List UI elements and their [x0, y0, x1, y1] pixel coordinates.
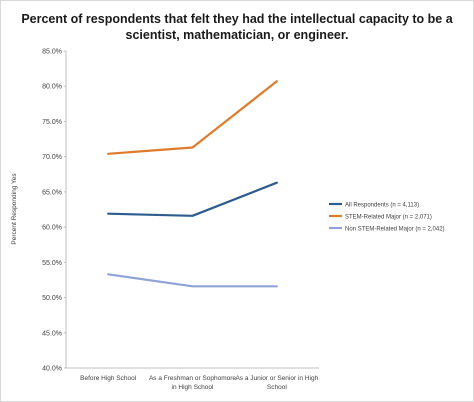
legend-label: All Respondents (n = 4,113) [345, 202, 419, 208]
y-tick-label: 85.0% [42, 49, 62, 56]
y-tick-label: 50.0% [42, 295, 62, 302]
y-tick-label: 65.0% [42, 189, 62, 196]
y-axis-title: Percent Responding Yes [11, 173, 18, 245]
legend-label: Non STEM-Related Major (n = 2,042) [345, 226, 445, 232]
x-tick-label: As a Freshman or Sophomore [149, 375, 236, 382]
x-tick-label: School [267, 384, 287, 391]
y-tick-label: 45.0% [42, 330, 62, 337]
y-tick-labels: 40.0% 45.0% 50.0% 55.0% 60.0% 65.0% 70.0% 75.0%… [42, 49, 66, 373]
y-tick-label: 75.0% [42, 119, 62, 126]
y-tick-label: 40.0% [42, 366, 62, 373]
legend: All Respondents (n = 4,113) STEM-Related … [329, 202, 445, 232]
chart-title: Percent of respondents that felt they ha… [21, 12, 453, 42]
y-tick-label: 60.0% [42, 225, 62, 232]
series-line-0 [107, 181, 278, 217]
legend-label: STEM-Related Major (n = 2,071) [345, 214, 432, 220]
series-lines [107, 80, 278, 288]
x-tick-label: Before High School [80, 375, 137, 382]
series-line-1 [107, 80, 278, 155]
x-tick-label: As a Junior or Senior in High [235, 375, 318, 382]
y-tick-label: 70.0% [42, 154, 62, 161]
y-tick-label: 80.0% [42, 84, 62, 91]
x-tick-label: in High School [172, 384, 214, 391]
series-line-2 [107, 273, 278, 288]
x-tick-labels: Before High School As a Freshman or Sopho… [80, 375, 318, 391]
y-tick-label: 55.0% [42, 260, 62, 267]
